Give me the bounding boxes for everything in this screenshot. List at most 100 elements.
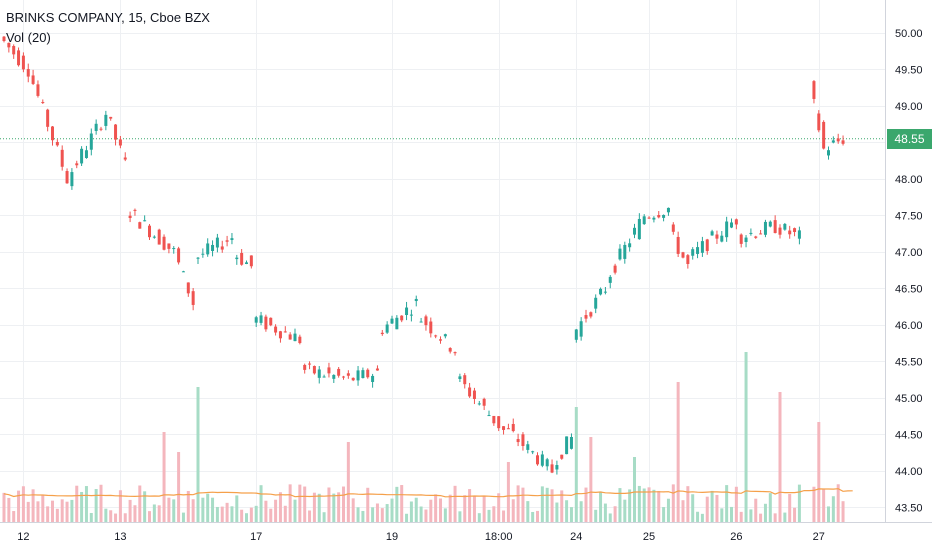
price-tick-label: 43.50 <box>895 502 923 514</box>
candle-body <box>70 172 74 187</box>
candle-body <box>822 121 826 149</box>
candle-body <box>492 415 496 424</box>
candle-body <box>84 150 88 159</box>
volume-bar <box>487 509 491 522</box>
candle-body <box>99 128 103 130</box>
volume-bar <box>603 503 607 522</box>
volume-bar <box>211 497 215 522</box>
volume-bar <box>817 422 821 522</box>
volume-bar <box>177 452 181 522</box>
volume-bar <box>506 462 510 522</box>
candle-body <box>303 364 307 370</box>
candle-body <box>206 243 210 255</box>
candle-body <box>288 334 292 340</box>
candle-body <box>157 229 161 245</box>
time-axis[interactable]: 12 13 17 19 18:00 24 25 26 27 <box>17 531 825 543</box>
candle-body <box>725 221 729 238</box>
candle-body <box>211 244 215 251</box>
time-tick-label: 12 <box>17 531 29 543</box>
volume-bar <box>356 507 360 522</box>
time-tick-label: 25 <box>643 531 655 543</box>
candle-body <box>797 230 801 239</box>
volume-bar <box>380 508 384 522</box>
grid <box>0 0 885 522</box>
candle-body <box>662 214 666 218</box>
volume-bar <box>705 496 709 522</box>
volume-bar <box>167 497 171 522</box>
volume-bar <box>104 508 108 522</box>
candles <box>2 35 845 475</box>
candle-body <box>579 321 583 337</box>
volume-bar <box>550 489 554 522</box>
candle-body <box>283 331 287 333</box>
candle-body <box>196 257 200 259</box>
volume-bar <box>434 494 438 522</box>
volume-bar <box>516 485 520 522</box>
volume-bar <box>220 506 224 522</box>
volume-bar <box>308 510 312 522</box>
volume-bar <box>346 442 350 522</box>
candle-body <box>666 207 670 213</box>
candle-body <box>793 228 797 232</box>
candle-body <box>526 444 530 450</box>
candle-body <box>2 36 6 42</box>
candle-body <box>114 124 118 140</box>
volume-bar <box>439 498 442 522</box>
candle-body <box>628 243 632 248</box>
candle-body <box>439 339 442 341</box>
volume-bar <box>497 493 501 522</box>
volume-bar <box>148 511 151 522</box>
candle-body <box>691 249 695 256</box>
volume-bar <box>463 495 467 522</box>
volume-bar <box>118 490 122 522</box>
volume-bar <box>696 511 700 522</box>
volume-bar <box>322 512 326 522</box>
volume-bar <box>681 500 685 522</box>
candle-body <box>191 291 195 305</box>
volume-bar <box>841 501 845 522</box>
volume-bar <box>84 486 88 522</box>
candle-body <box>521 434 525 446</box>
candle-body <box>788 230 792 235</box>
candle-body <box>26 69 30 77</box>
volume-bar <box>283 505 287 522</box>
volume-bar <box>414 497 418 522</box>
volume-indicator-label[interactable]: Vol (20) <box>6 30 51 45</box>
candle-body <box>477 403 481 405</box>
candle-body <box>414 298 418 302</box>
volume-bar <box>409 501 413 522</box>
volume-bar <box>613 506 617 522</box>
candle-body <box>710 231 714 236</box>
volume-bar <box>623 499 627 522</box>
volume-bar <box>793 507 797 522</box>
candle-body <box>754 236 758 238</box>
volume-bar <box>778 392 782 522</box>
candle-body <box>812 81 816 99</box>
candle-body <box>463 375 467 385</box>
volume-bar <box>545 487 549 522</box>
volume-bar <box>26 501 30 522</box>
volume-bar <box>41 495 45 522</box>
volume-bar <box>94 489 98 522</box>
volume-bar <box>12 511 16 522</box>
candle-body <box>443 334 447 337</box>
price-axis[interactable]: 50.0049.5049.0048.5048.0047.5047.0046.50… <box>895 28 923 515</box>
volume-bar <box>526 501 530 522</box>
volume-bar <box>114 513 118 522</box>
volume-bar <box>70 499 74 522</box>
time-tick-label: 18:00 <box>485 531 513 543</box>
candle-body <box>60 149 64 167</box>
time-tick-label: 24 <box>570 531 582 543</box>
symbol-title[interactable]: BRINKS COMPANY, 15, Cboe BZX <box>6 10 210 25</box>
candle-body <box>138 222 142 229</box>
volume-bar <box>521 487 525 522</box>
candle-body <box>346 373 350 376</box>
candle-body <box>240 252 244 265</box>
candle-body <box>681 252 685 258</box>
volume-bar <box>245 513 248 522</box>
candle-body <box>584 315 588 319</box>
volume-bar <box>666 498 670 522</box>
candle-body <box>269 317 273 326</box>
